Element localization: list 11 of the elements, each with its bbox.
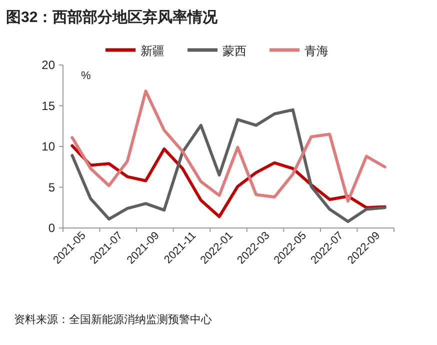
y-tick-label: 20 xyxy=(42,58,56,72)
text: 资料来源：全国新能源消纳监测预警中心 xyxy=(14,313,212,326)
legend-label: 蒙西 xyxy=(222,44,246,58)
y-tick-label: 10 xyxy=(42,140,56,154)
chart-title: 图32：西部部分地区弃风率情况 xyxy=(6,8,219,26)
y-tick-label: 15 xyxy=(42,98,56,113)
legend-label: 青海 xyxy=(304,44,328,58)
y-axis-title: % xyxy=(81,70,91,82)
legend-label: 新疆 xyxy=(140,44,164,58)
y-tick-label: 5 xyxy=(48,180,56,194)
y-tick-label: 0 xyxy=(48,221,56,235)
